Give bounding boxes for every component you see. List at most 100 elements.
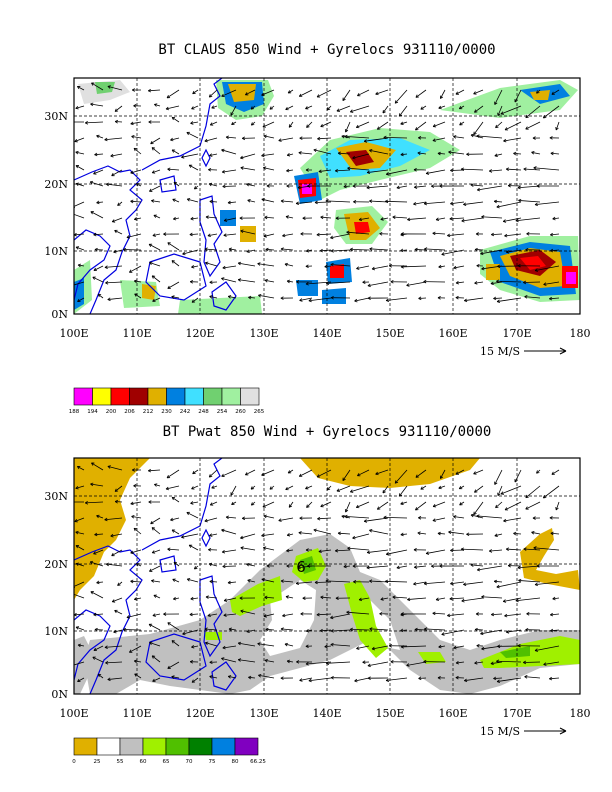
wind-arrow-head — [285, 106, 289, 111]
wind-arrow — [154, 103, 161, 107]
wind-arrow — [209, 675, 218, 679]
wind-arrow — [461, 168, 484, 171]
wind-arrow — [455, 281, 465, 284]
wind-arrow — [432, 612, 446, 615]
wind-arrow-head — [330, 615, 334, 620]
wind-arrow-head — [450, 548, 454, 553]
wind-arrow-head — [261, 472, 265, 476]
colorbar-label: 188 — [69, 409, 80, 415]
wind-arrow-head — [344, 129, 349, 133]
wind-arrow-head — [497, 264, 501, 269]
wind-arrow-head — [296, 660, 300, 664]
scale-label: 15 M/S — [480, 725, 520, 738]
wind-arrow-head — [352, 564, 356, 568]
wind-arrow-head — [464, 298, 468, 303]
wind-arrow-head — [209, 153, 213, 157]
wind-arrow-head — [523, 167, 527, 171]
x-tick-label: 120E — [185, 707, 214, 720]
wind-arrow — [287, 533, 294, 536]
wind-arrow-head — [211, 105, 215, 109]
wind-arrow — [344, 515, 370, 519]
wind-arrow-head — [481, 266, 485, 271]
wind-arrow — [151, 527, 161, 535]
wind-arrow-head — [107, 297, 111, 302]
wind-arrow-head — [441, 252, 445, 256]
wind-arrow-head — [369, 627, 373, 631]
wind-arrow — [261, 578, 275, 583]
wind-arrow — [551, 469, 560, 475]
wind-arrow — [497, 677, 522, 682]
wind-arrow — [437, 532, 446, 535]
wind-arrow — [152, 677, 161, 682]
wind-arrow-head — [336, 488, 340, 492]
wind-arrow-head — [134, 673, 138, 677]
wind-arrow-head — [223, 218, 228, 222]
wind-arrow-head — [191, 265, 195, 269]
wind-arrow-head — [316, 232, 320, 237]
wind-arrow — [75, 246, 85, 251]
wind-arrow — [504, 233, 522, 237]
wind-arrow-head — [349, 247, 354, 252]
wind-arrow — [250, 485, 256, 490]
wind-arrow — [182, 629, 199, 635]
wind-arrow-head — [307, 564, 311, 568]
wind-arrow-head — [209, 199, 213, 204]
wind-arrow-head — [90, 211, 94, 215]
wind-arrow — [285, 485, 294, 490]
wind-arrow — [366, 185, 389, 189]
wind-arrow — [89, 181, 104, 187]
wind-arrow-head — [264, 278, 268, 283]
colorbar-label: 260 — [235, 409, 246, 415]
wind-arrow — [284, 643, 294, 647]
wind-arrow-head — [460, 547, 464, 552]
wind-arrow-head — [438, 105, 442, 110]
wind-arrow-head — [550, 232, 554, 237]
wind-arrow — [432, 232, 446, 235]
wind-arrow — [447, 233, 465, 237]
wind-arrow — [75, 183, 85, 187]
wind-arrow-head — [447, 613, 451, 618]
wind-arrow-head — [173, 561, 177, 566]
wind-arrow — [285, 105, 294, 110]
wind-arrow-head — [75, 562, 80, 566]
wind-arrow — [413, 581, 427, 585]
wind-arrow — [280, 200, 294, 203]
wind-arrow-head — [480, 631, 484, 636]
wind-arrow-head — [247, 579, 251, 583]
wind-arrow-head — [93, 551, 97, 555]
wind-arrow — [414, 249, 427, 251]
wind-arrow-head — [455, 675, 459, 680]
wind-arrow — [517, 185, 541, 189]
wind-arrow-head — [75, 545, 79, 549]
wind-arrow — [74, 613, 85, 616]
wind-arrow — [188, 164, 199, 171]
wind-arrow-head — [154, 483, 158, 487]
wind-arrow — [282, 233, 294, 237]
wind-arrow-head — [189, 660, 194, 664]
wind-arrow-head — [192, 90, 196, 95]
y-axis-ticks: 0N 10N 20N 30N — [44, 110, 68, 321]
wind-arrow-head — [335, 596, 339, 600]
wind-arrow — [151, 147, 161, 155]
wind-arrow — [77, 86, 85, 91]
wind-arrow-head — [221, 148, 225, 153]
wind-arrow-head — [152, 233, 156, 237]
wind-arrow-head — [130, 501, 134, 506]
wind-arrow-head — [250, 486, 255, 490]
wind-arrow-head — [385, 678, 390, 683]
wind-arrow-head — [354, 678, 358, 683]
wind-arrow-head — [367, 296, 371, 300]
wind-arrow — [504, 613, 522, 617]
wind-arrow — [221, 657, 237, 663]
wind-arrow — [534, 645, 560, 651]
wind-arrow — [386, 549, 408, 555]
wind-arrow — [400, 629, 408, 631]
colorbar-swatch — [129, 387, 149, 406]
colorbar-label: 55 — [117, 759, 124, 765]
wind-arrow — [104, 137, 123, 141]
wind-arrow-head — [514, 479, 518, 483]
wind-arrow-head — [335, 216, 339, 220]
wind-arrow — [383, 516, 408, 519]
wind-arrow-head — [515, 218, 519, 223]
wind-arrow — [417, 532, 427, 535]
